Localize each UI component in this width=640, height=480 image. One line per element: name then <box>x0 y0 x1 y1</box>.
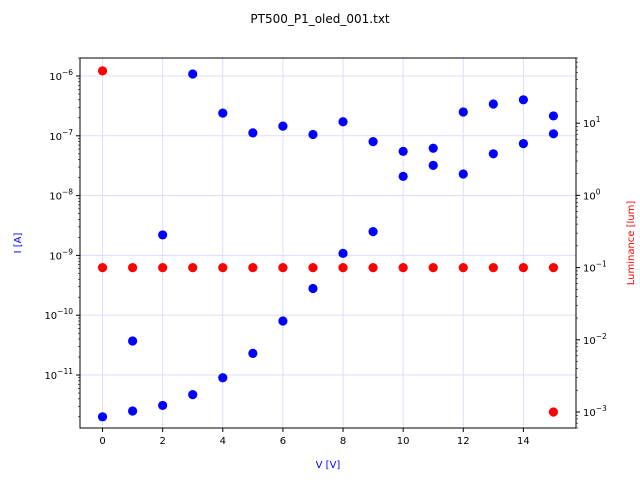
current-point <box>248 348 258 358</box>
x-tick-label: 6 <box>280 436 286 447</box>
current-point <box>428 160 438 170</box>
luminance-point <box>548 407 559 417</box>
y-axis-left-label: I [A] <box>13 233 24 254</box>
y-left-tick-label: 10−9 <box>49 247 73 262</box>
luminance-point <box>218 262 228 273</box>
current-point <box>188 69 198 79</box>
luminance-point <box>188 262 198 273</box>
current-point <box>488 99 498 109</box>
y-axis-left: 10−6 10−7 10−8 10−9 10−10 10−11 <box>44 57 80 418</box>
current-point <box>488 149 498 159</box>
y-left-tick-label: 10−8 <box>49 188 73 203</box>
luminance-point <box>338 262 348 273</box>
x-tick-label: 2 <box>159 436 165 447</box>
chart-title: PT500_P1_oled_001.txt <box>250 12 390 26</box>
plot-frame <box>79 57 577 429</box>
x-axis: 0 2 4 6 8 10 12 14 <box>99 428 530 447</box>
luminance-point <box>278 262 288 273</box>
current-point <box>458 107 468 117</box>
luminance-point <box>248 262 258 273</box>
current-point <box>368 227 378 237</box>
current-point <box>308 129 318 140</box>
luminance-point <box>308 262 318 273</box>
y-left-tick-label: 10−6 <box>49 68 73 83</box>
current-point <box>338 117 348 127</box>
x-tick-label: 8 <box>340 436 346 447</box>
current-point <box>548 129 559 139</box>
current-point <box>518 139 528 149</box>
luminance-point <box>158 262 168 273</box>
grid <box>80 58 576 428</box>
luminance-point <box>128 262 138 273</box>
current-point <box>128 336 138 346</box>
current-point <box>97 412 108 422</box>
series-2 <box>97 66 559 417</box>
y-left-tick-label: 10−10 <box>44 307 73 322</box>
current-point <box>398 171 408 181</box>
y-right-tick-label: 10−3 <box>583 404 607 419</box>
current-point <box>518 95 528 105</box>
x-tick-label: 10 <box>397 436 410 447</box>
luminance-point <box>398 262 408 273</box>
current-point <box>218 108 228 118</box>
y-left-tick-label: 10−7 <box>49 128 73 143</box>
luminance-point <box>428 262 438 273</box>
current-point <box>458 169 468 179</box>
current-point <box>278 316 288 326</box>
y-right-tick-label: 101 <box>583 115 601 130</box>
x-tick-label: 0 <box>99 436 105 447</box>
x-tick-label: 4 <box>220 436 226 447</box>
luminance-point <box>368 262 378 273</box>
luminance-point <box>488 262 498 273</box>
y-right-tick-label: 100 <box>583 187 601 202</box>
current-point <box>338 248 348 259</box>
luminance-point <box>97 262 108 273</box>
x-tick-label: 14 <box>517 436 530 447</box>
y-left-tick-label: 10−11 <box>44 367 73 382</box>
y-right-tick-label: 10−2 <box>583 332 607 347</box>
current-point <box>248 128 258 138</box>
current-point <box>158 230 168 240</box>
y-axis-right-label: Luminance [lum] <box>626 201 637 286</box>
luminance-point <box>458 262 468 273</box>
series-1 <box>128 69 559 346</box>
current-point <box>368 136 378 147</box>
luminance-point <box>548 262 559 273</box>
current-point <box>218 373 228 383</box>
data-series <box>97 66 559 422</box>
x-tick-label: 12 <box>457 436 470 447</box>
series-0 <box>97 129 559 422</box>
luminance-point <box>97 66 108 76</box>
y-axis-right: 101 100 10−1 10−2 10−3 <box>576 57 607 429</box>
y-right-tick-label: 10−1 <box>583 260 607 275</box>
current-point <box>548 111 559 121</box>
current-point <box>128 406 138 416</box>
luminance-point <box>518 262 528 273</box>
x-axis-label: V [V] <box>316 460 341 471</box>
current-point <box>428 143 438 153</box>
current-point <box>308 283 318 294</box>
current-point <box>158 400 168 411</box>
current-point <box>398 146 408 156</box>
current-point <box>188 390 198 400</box>
current-point <box>278 121 288 131</box>
